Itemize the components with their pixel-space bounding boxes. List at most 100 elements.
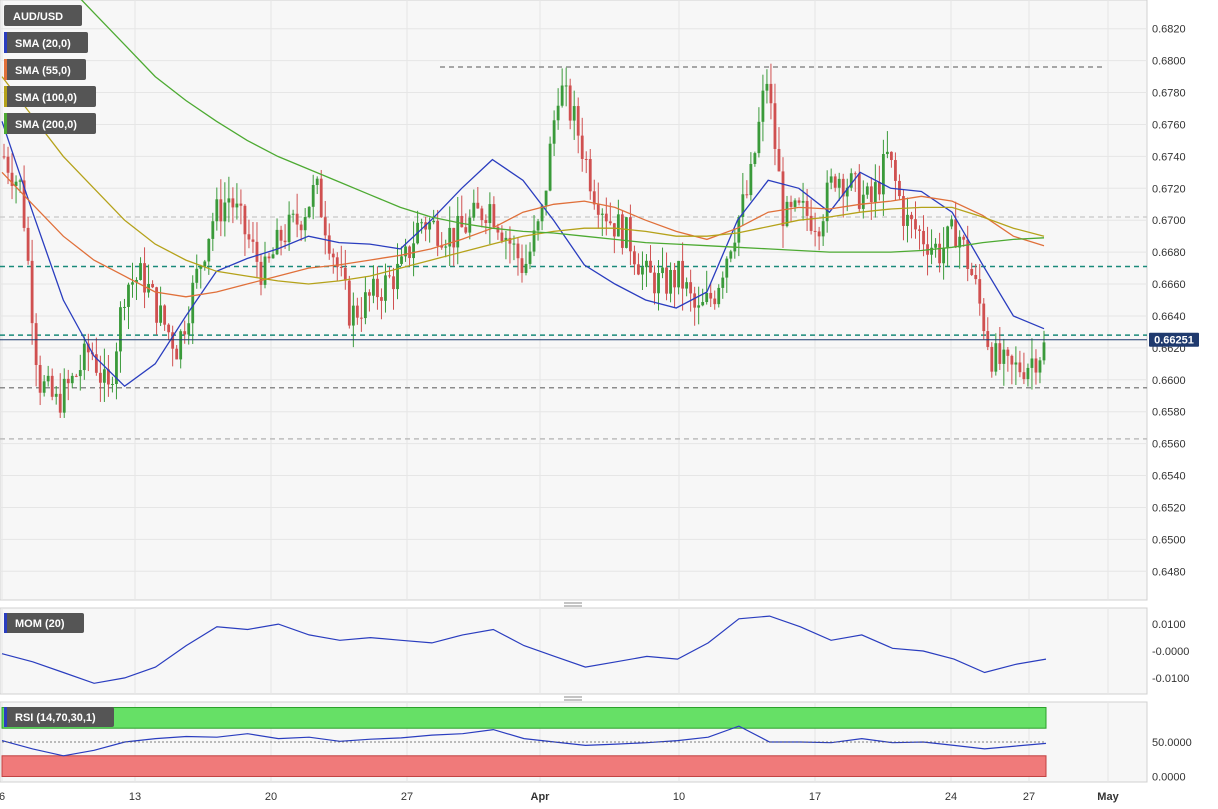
candle-body bbox=[46, 375, 50, 382]
candle-body bbox=[392, 276, 395, 290]
rsi-line bbox=[1, 725, 1047, 757]
candle-body bbox=[175, 348, 179, 360]
candle-body bbox=[637, 264, 640, 275]
candle-body bbox=[833, 176, 837, 188]
candle-body bbox=[259, 261, 263, 285]
candle-body bbox=[1018, 362, 1022, 373]
momentum-label: MOM (20) bbox=[15, 618, 65, 630]
price-tick-label: 0.6720 bbox=[1152, 183, 1186, 195]
candle-body bbox=[552, 120, 556, 144]
panel-resize-handle[interactable] bbox=[564, 602, 582, 607]
candle-body bbox=[1042, 342, 1046, 361]
candle-body bbox=[363, 292, 367, 319]
sma-line bbox=[1, 171, 1045, 298]
candle-body bbox=[885, 151, 889, 155]
candle-body bbox=[500, 232, 504, 242]
candle-body bbox=[50, 375, 54, 397]
momentum-badge[interactable]: MOM (20) bbox=[4, 613, 84, 633]
candle-body bbox=[319, 178, 323, 218]
sma-legend-background bbox=[4, 86, 96, 107]
candlesticks bbox=[2, 63, 1046, 418]
candle-body bbox=[709, 292, 713, 299]
candle-body bbox=[70, 375, 74, 384]
candle-body bbox=[34, 323, 38, 366]
candle-body bbox=[697, 305, 701, 308]
candle-body bbox=[26, 227, 30, 261]
date-tick-label: 24 bbox=[945, 791, 957, 803]
panel-resize-handle[interactable] bbox=[564, 696, 582, 701]
candle-body bbox=[1030, 358, 1034, 368]
candle-body bbox=[797, 200, 801, 203]
rsi-badge[interactable]: RSI (14,70,30,1) bbox=[4, 707, 114, 727]
candle-body bbox=[155, 287, 158, 323]
symbol-badge[interactable]: AUD/USD bbox=[4, 5, 82, 26]
candle-body bbox=[432, 220, 436, 223]
candle-body bbox=[677, 260, 680, 288]
candle-body bbox=[412, 243, 415, 259]
candle-body bbox=[287, 214, 291, 243]
candle-body bbox=[612, 223, 616, 237]
candle-body bbox=[243, 205, 247, 235]
candle-body bbox=[98, 372, 102, 383]
rsi-overbought-zone bbox=[1, 707, 1047, 729]
candle-body bbox=[1038, 360, 1042, 373]
candle-body bbox=[484, 220, 488, 224]
candle-body bbox=[38, 365, 42, 393]
candle-body bbox=[564, 85, 568, 87]
candle-body bbox=[568, 85, 572, 121]
candle-body bbox=[769, 83, 773, 104]
date-tick-label: Apr bbox=[531, 791, 551, 803]
candle-body bbox=[588, 159, 592, 192]
candle-body bbox=[255, 241, 259, 262]
price-panel-background bbox=[0, 0, 1148, 601]
candle-body bbox=[111, 383, 114, 385]
rsi-series bbox=[1, 725, 1047, 757]
candle-body bbox=[355, 305, 359, 318]
candle-body bbox=[456, 215, 460, 248]
candle-body bbox=[376, 278, 379, 298]
candle-body bbox=[384, 275, 387, 301]
candle-body bbox=[131, 282, 134, 285]
sma-legend: SMA (20,0) SMA (55,0) SMA (100,0) SMA (200,… bbox=[4, 32, 96, 134]
candle-body bbox=[717, 287, 721, 305]
sma-legend-label: SMA (100,0) bbox=[15, 92, 77, 104]
candle-body bbox=[279, 229, 283, 241]
candle-body bbox=[829, 176, 833, 183]
candle-body bbox=[604, 213, 608, 222]
candle-body bbox=[127, 284, 130, 307]
candle-body bbox=[785, 201, 789, 227]
candle-body bbox=[910, 214, 913, 220]
price-tick-label: 0.6820 bbox=[1152, 24, 1186, 36]
candle-body bbox=[420, 222, 424, 224]
candle-body bbox=[865, 186, 869, 195]
candle-body bbox=[669, 269, 672, 294]
candle-body bbox=[777, 148, 781, 172]
candle-body bbox=[327, 235, 331, 254]
candle-body bbox=[1006, 349, 1010, 356]
candle-body bbox=[693, 293, 697, 308]
candle-body bbox=[1014, 362, 1018, 365]
candle-body bbox=[813, 230, 817, 232]
candle-body bbox=[982, 303, 986, 332]
date-tick-label: 6 bbox=[0, 791, 5, 803]
price-tick-label: 0.6520 bbox=[1152, 502, 1186, 514]
date-tick-label: 20 bbox=[265, 791, 277, 803]
candle-body bbox=[649, 260, 652, 273]
candle-body bbox=[580, 135, 584, 159]
candle-body bbox=[440, 245, 444, 248]
candle-body bbox=[508, 237, 512, 244]
candle-body bbox=[171, 332, 175, 349]
candle-body bbox=[922, 230, 925, 245]
price-tick-label: 0.6680 bbox=[1152, 247, 1186, 259]
price-tick-label: 0.6740 bbox=[1152, 151, 1186, 163]
candle-body bbox=[203, 261, 207, 267]
candle-body bbox=[343, 267, 347, 281]
candle-body bbox=[66, 378, 70, 384]
candle-body bbox=[283, 240, 287, 243]
candle-body bbox=[661, 267, 664, 274]
candle-body bbox=[837, 178, 841, 188]
candle-body bbox=[368, 292, 371, 296]
candle-body bbox=[532, 230, 536, 252]
candle-body bbox=[845, 187, 849, 197]
